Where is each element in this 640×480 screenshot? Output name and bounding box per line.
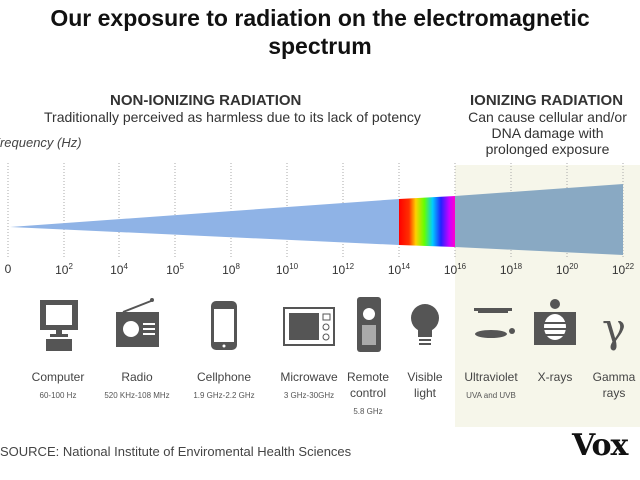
tick-base: 0 [4, 262, 12, 276]
source-name: Microwave [280, 370, 338, 384]
tick-base: 10 [555, 263, 570, 277]
tick-base: 10 [611, 263, 626, 277]
tick-base: 10 [222, 263, 236, 277]
tick-label: 0 [5, 262, 12, 276]
remote-control-icon [357, 297, 381, 352]
non-ionizing-band [10, 199, 399, 245]
visible-light-band [399, 196, 455, 247]
tick-exponent: 5 [179, 262, 184, 271]
microwave-icon [283, 307, 335, 346]
source-remote-control: Remote control 5.8 GHz [343, 369, 393, 420]
source-radio: Radio 520 KHz-108 MHz [104, 369, 169, 404]
gamma-icon: γ [602, 306, 626, 352]
tick-exponent: 12 [345, 262, 355, 271]
tick-base: 10 [443, 263, 458, 277]
tick-label: 1016 [444, 262, 466, 277]
source-cellphone: Cellphone 1.9 GHz-2.2 GHz [193, 369, 254, 404]
tick-base: 10 [166, 263, 180, 277]
tick-exponent: 8 [235, 262, 240, 271]
tick-exponent: 14 [401, 262, 411, 271]
tick-label: 102 [55, 262, 73, 277]
xray-icon [534, 299, 576, 345]
source-name: X-rays [537, 370, 573, 384]
tick-exponent: 18 [513, 262, 523, 271]
source-name: Ultraviolet [464, 370, 518, 384]
source-microwave: Microwave 3 GHz-30GHz [280, 369, 337, 404]
source-name: Cellphone [196, 370, 252, 384]
tick-base: 10 [275, 263, 290, 277]
source-name: Remote control [346, 370, 390, 400]
tick-label: 1018 [500, 262, 522, 277]
source-frequency: 1.9 GHz-2.2 GHz [193, 391, 255, 400]
ionizing-description: Can cause cellular and/or DNA damage wit… [455, 109, 640, 157]
tick-label: 1010 [276, 262, 298, 277]
tick-exponent: 2 [68, 262, 73, 271]
computer-icon [40, 300, 78, 351]
source-frequency: UVA and UVB [466, 391, 516, 400]
desc-line: DNA damage with [491, 125, 604, 141]
tick-label: 1014 [388, 262, 410, 277]
non-ionizing-description: Traditionally perceived as harmless due … [44, 109, 421, 125]
source-name: Radio [121, 370, 153, 384]
vox-logo: Vox [572, 428, 628, 463]
tick-label: 1022 [612, 262, 634, 277]
ionizing-heading: IONIZING RADIATION [470, 92, 624, 109]
source-frequency: 5.8 GHz [353, 407, 383, 416]
desc-line: prolonged exposure [485, 141, 610, 157]
tick-label: 1020 [556, 262, 578, 277]
source-name: Visible light [407, 370, 443, 400]
tick-exponent: 10 [289, 262, 299, 271]
tick-label: 1012 [332, 262, 354, 277]
axis-label: Frequency (Hz) [0, 135, 82, 150]
tick-exponent: 16 [457, 262, 467, 271]
source-gamma: Gamma rays [589, 369, 639, 401]
source-computer: Computer 60-100 Hz [32, 369, 85, 404]
source-frequency: 60-100 Hz [39, 391, 77, 400]
source-frequency: 3 GHz-30GHz [283, 391, 335, 400]
cellphone-icon [211, 301, 237, 350]
icons [40, 297, 576, 352]
tick-exponent: 20 [569, 262, 579, 271]
tick-label: 105 [166, 262, 184, 277]
source-tanning-bed: Ultraviolet UVA and UVB [464, 369, 517, 404]
page-title: Our exposure to radiation on the electro… [50, 5, 590, 59]
desc-line: Can cause cellular and/or [468, 109, 627, 125]
tick-exponent: 4 [123, 262, 128, 271]
source-light-bulb: Visible light [400, 369, 450, 401]
source-name: Computer [31, 370, 85, 384]
tick-base: 10 [55, 263, 69, 277]
source-xray: X-rays [538, 369, 573, 385]
source-frequency: 520 KHz-108 MHz [104, 391, 170, 400]
tick-label: 104 [110, 262, 128, 277]
tick-base: 10 [499, 263, 514, 277]
light-bulb-icon [411, 304, 439, 345]
ionizing-band [455, 184, 623, 255]
source-name: Gamma rays [592, 370, 636, 400]
tick-base: 10 [331, 263, 346, 277]
tanning-bed-icon [474, 308, 515, 338]
tick-base: 10 [110, 263, 124, 277]
source-note: SOURCE: National Institute of Enviroment… [0, 444, 352, 459]
tick-label: 108 [222, 262, 240, 277]
tick-base: 10 [387, 263, 402, 277]
radio-icon [116, 298, 159, 347]
tick-exponent: 22 [625, 262, 635, 271]
non-ionizing-heading: NON-IONIZING RADIATION [110, 92, 302, 109]
